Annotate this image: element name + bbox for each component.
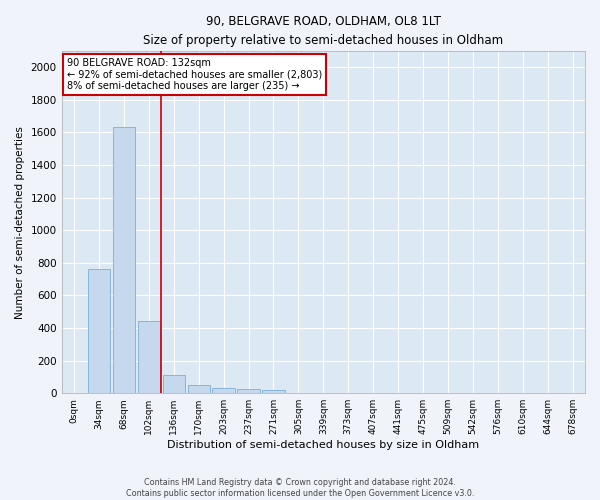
Text: Contains HM Land Registry data © Crown copyright and database right 2024.
Contai: Contains HM Land Registry data © Crown c… [126, 478, 474, 498]
Bar [262, 390, 285, 393]
Bar [238, 389, 260, 393]
Title: 90, BELGRAVE ROAD, OLDHAM, OL8 1LT
Size of property relative to semi-detached ho: 90, BELGRAVE ROAD, OLDHAM, OL8 1LT Size … [143, 15, 503, 47]
Bar [163, 376, 185, 393]
Bar [113, 126, 135, 393]
Bar [88, 270, 110, 393]
Bar [188, 386, 210, 393]
X-axis label: Distribution of semi-detached houses by size in Oldham: Distribution of semi-detached houses by … [167, 440, 479, 450]
Bar [137, 320, 160, 393]
Text: 90 BELGRAVE ROAD: 132sqm
← 92% of semi-detached houses are smaller (2,803)
8% of: 90 BELGRAVE ROAD: 132sqm ← 92% of semi-d… [67, 58, 322, 91]
Y-axis label: Number of semi-detached properties: Number of semi-detached properties [15, 126, 25, 318]
Bar [212, 388, 235, 393]
